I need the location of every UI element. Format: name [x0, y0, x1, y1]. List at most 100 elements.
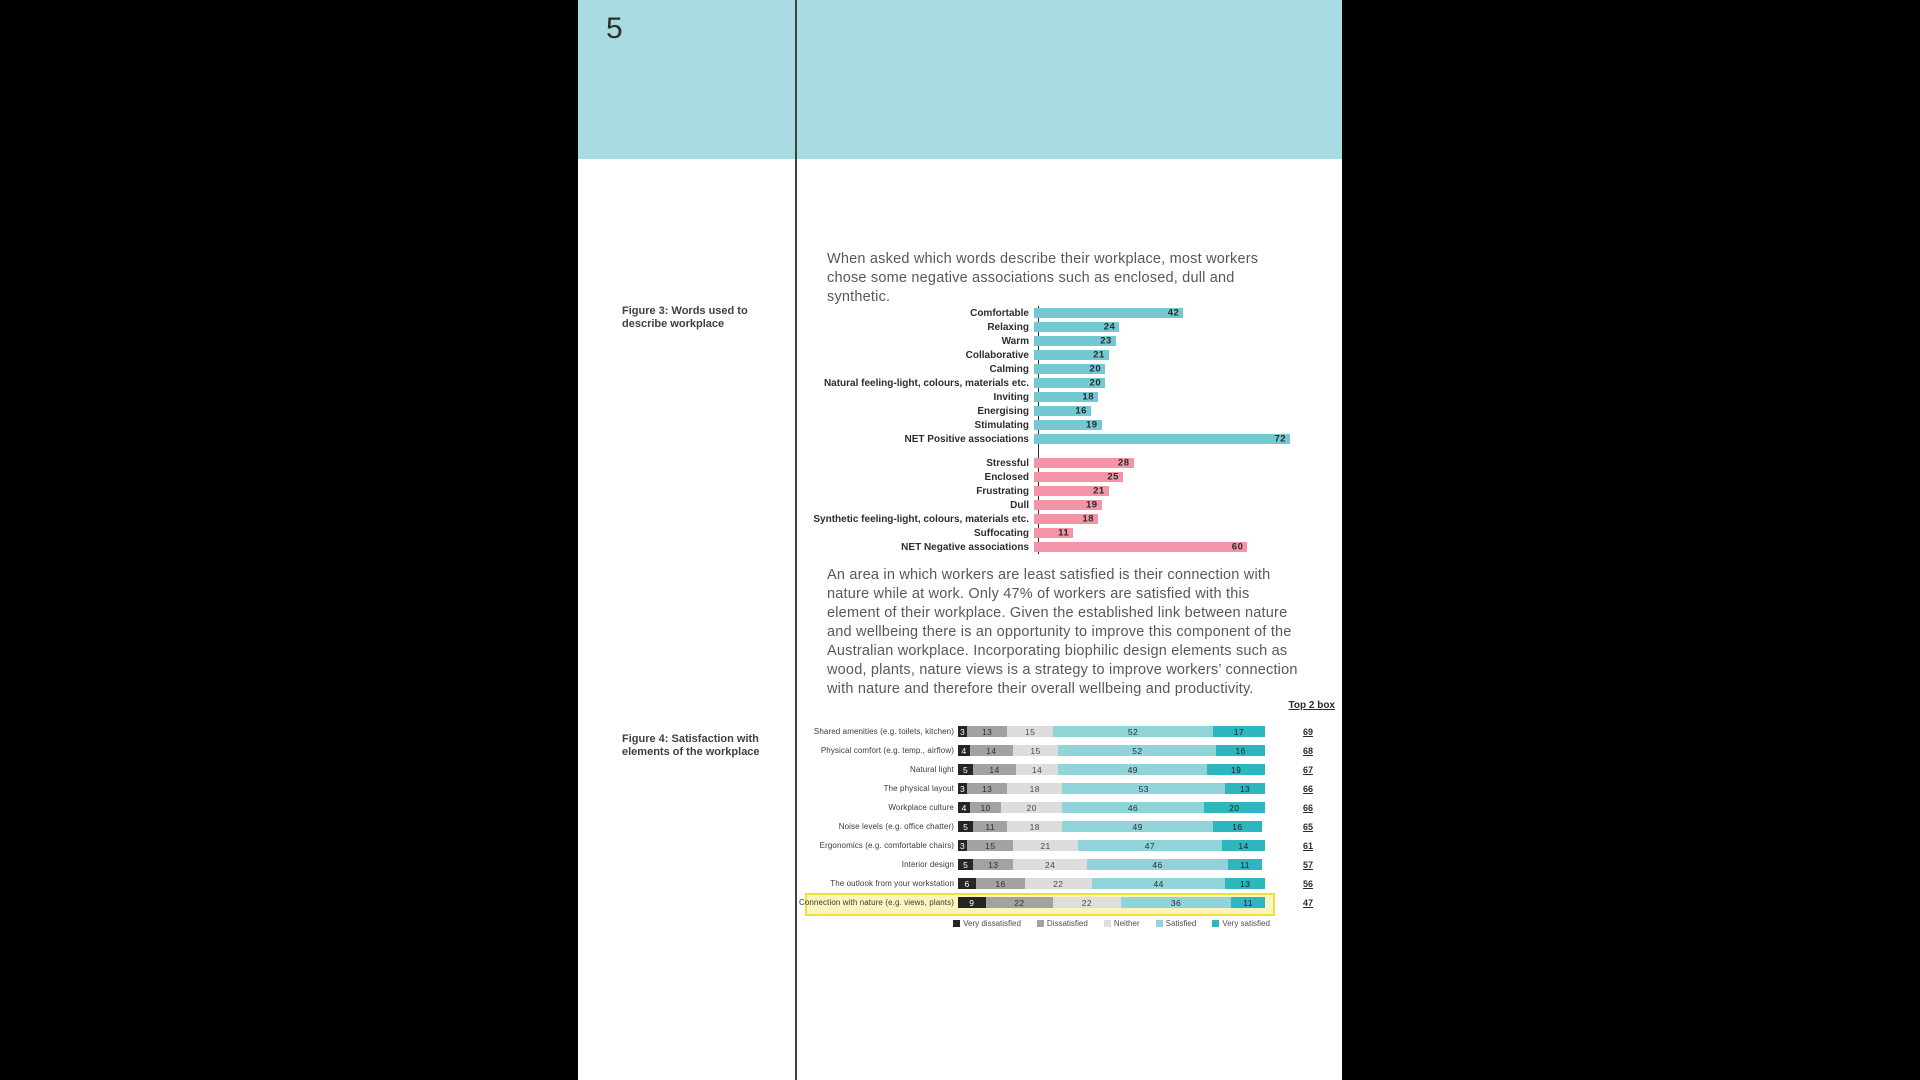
fig4-segment-neither: 15	[1012, 745, 1059, 756]
fig3-bar-row: Warm 23	[808, 334, 1338, 348]
fig4-stacked-bar: 5 13 24 46 11	[958, 859, 1265, 870]
fig4-segment-very-satisfied: 13	[1225, 878, 1265, 889]
fig4-segment-neither: 18	[1007, 821, 1063, 832]
fig4-segment-satisfied: 53	[1062, 783, 1226, 794]
top2box-header: Top 2 box	[1288, 700, 1335, 711]
fig3-bar-area: 42	[1034, 307, 1338, 319]
fig4-top2box-value: 47	[1302, 897, 1313, 908]
fig4-segment-neither: 18	[1007, 783, 1063, 794]
fig3-bar-area: 16	[1034, 406, 1338, 417]
fig3-bar-value: 19	[1085, 499, 1098, 511]
fig3-bar-value: 42	[1167, 307, 1180, 319]
fig3-bar-row: Inviting 18	[808, 390, 1338, 404]
fig3-bar-row: Stimulating 19	[808, 418, 1338, 432]
fig4-segment-satisfied: 49	[1062, 821, 1213, 832]
fig4-top2box-value: 65	[1302, 821, 1313, 832]
legend-item: Satisfied	[1155, 919, 1197, 928]
fig3-bar-positive: 20	[1034, 364, 1106, 375]
fig4-row: Natural light 5 14 14 49 19 67	[813, 760, 1335, 779]
fig3-bar-area: 25	[1034, 472, 1338, 483]
fig3-bar-row: Stressful 28	[808, 456, 1338, 470]
fig4-segment-neither: 22	[1053, 897, 1121, 908]
fig3-bar-area: 19	[1034, 419, 1338, 431]
fig4-segment-very-satisfied: 17	[1212, 726, 1265, 737]
fig4-stacked-bar: 4 14 15 52 16	[958, 745, 1265, 756]
fig4-top2box-value: 61	[1302, 840, 1313, 851]
figure3-caption: Figure 3: Words used to describe workpla…	[622, 305, 748, 330]
page-header-band: 5	[578, 0, 1342, 159]
legend-item: Neither	[1103, 919, 1140, 928]
fig3-bar-row: Comfortable 42	[808, 306, 1338, 320]
fig4-row-highlighted: Connection with nature (e.g. views, plan…	[799, 893, 1335, 916]
fig3-bar-label: Collaborative	[965, 349, 1029, 361]
fig3-bar-value: 24	[1103, 321, 1116, 333]
fig3-bar-label: Dull	[1010, 499, 1029, 511]
page-number: 5	[606, 12, 623, 45]
fig4-segment-dissatisfied: 13	[967, 783, 1008, 794]
fig3-bar-row: Synthetic feeling-light, colours, materi…	[808, 512, 1338, 526]
fig4-top2box-value: 66	[1302, 802, 1313, 813]
fig4-stacked-bar: 9 22 22 36 11	[958, 897, 1265, 908]
fig3-bar-label: NET Negative associations	[901, 541, 1029, 553]
body-paragraph: An area in which workers are least satis…	[827, 567, 1298, 697]
fig4-stacked-bar: 3 13 15 52 17	[958, 726, 1265, 737]
fig3-bar-value: 19	[1085, 419, 1098, 431]
fig3-bar-label: Stressful	[986, 457, 1029, 469]
fig4-segment-very-satisfied: 11	[1231, 897, 1265, 908]
figure4-stacked-chart: Shared amenities (e.g. toilets, kitchen)…	[799, 722, 1335, 928]
fig4-row-label: Shared amenities (e.g. toilets, kitchen)	[813, 727, 954, 736]
fig3-bar-area: 28	[1034, 457, 1338, 469]
fig3-bar-negative: 60	[1034, 542, 1248, 553]
fig3-bar-area: 24	[1034, 321, 1338, 333]
fig4-row: Physical comfort (e.g. temp., airflow) 4 1…	[813, 741, 1335, 760]
fig3-bar-label: Enclosed	[984, 471, 1029, 483]
fig4-row: Interior design 5 13 24 46 11 57	[813, 855, 1335, 874]
fig3-bar-area: 19	[1034, 499, 1338, 511]
fig3-bar-value: 28	[1117, 457, 1130, 469]
fig3-bar-negative: 21	[1034, 486, 1109, 497]
fig3-bar-label: Inviting	[993, 391, 1029, 403]
fig4-segment-neither: 20	[1000, 802, 1063, 813]
legend-swatch	[1212, 920, 1220, 927]
fig3-bar-area: 18	[1034, 513, 1338, 525]
fig4-segment-dissatisfied: 11	[973, 821, 1008, 832]
fig4-row-label: The outlook from your workstation	[830, 879, 954, 888]
fig4-row: The physical layout 3 13 18 53 13 66	[813, 779, 1335, 798]
legend-item: Very dissatisfied	[953, 919, 1021, 928]
fig4-row-label: Ergonomics (e.g. comfortable chairs)	[819, 841, 954, 850]
fig4-row-label: Interior design	[901, 860, 954, 869]
legend-label: Dissatisfied	[1046, 919, 1088, 928]
fig3-bar-area: 11	[1034, 528, 1338, 539]
fig3-bar-value: 23	[1100, 335, 1112, 347]
fig3-bar-area: 60	[1034, 542, 1338, 553]
figure4-caption: Figure 4: Satisfaction with elements of …	[622, 733, 760, 758]
fig3-bar-positive: 23	[1034, 335, 1116, 347]
fig4-top2box-value: 68	[1302, 745, 1313, 756]
fig3-section-gap	[808, 446, 1338, 456]
fig4-segment-dissatisfied: 13	[973, 859, 1014, 870]
legend-label: Satisfied	[1165, 919, 1197, 928]
fig3-rows: Comfortable 42 Relaxing 24 Warm 23 Collaborati…	[808, 306, 1338, 554]
fig4-segment-very-dissatisfied: 9	[958, 897, 986, 908]
fig3-bar-positive: 18	[1034, 392, 1098, 403]
fig4-row-label: Physical comfort (e.g. temp., airflow)	[820, 746, 954, 755]
fig4-stacked-bar: 5 14 14 49 19	[958, 764, 1265, 775]
fig3-bar-value: 72	[1274, 433, 1287, 445]
figure3-bar-chart: Comfortable 42 Relaxing 24 Warm 23 Collaborati…	[808, 306, 1338, 554]
fig4-segment-neither: 22	[1024, 878, 1092, 889]
fig3-bar-row: Energising 16	[808, 404, 1338, 418]
fig4-legend: Very dissatisfied Dissatisfied Neither Sati…	[953, 919, 1270, 928]
fig4-segment-satisfied: 44	[1091, 878, 1226, 889]
fig3-bar-area: 23	[1034, 335, 1338, 347]
fig4-top2box-value: 69	[1302, 726, 1313, 737]
fig3-bar-label: Warm	[1001, 335, 1029, 347]
legend-swatch	[1155, 920, 1163, 927]
fig4-segment-very-satisfied: 16	[1216, 745, 1265, 756]
fig3-bar-value: 18	[1082, 513, 1094, 525]
document-page: 5 When asked which words describe their …	[578, 0, 1342, 1080]
fig3-bar-row: Suffocating 11	[808, 526, 1338, 540]
fig4-stacked-bar: 3 13 18 53 13	[958, 783, 1265, 794]
fig3-bar-area: 20	[1034, 364, 1338, 375]
fig3-bar-positive: 20	[1034, 378, 1106, 389]
